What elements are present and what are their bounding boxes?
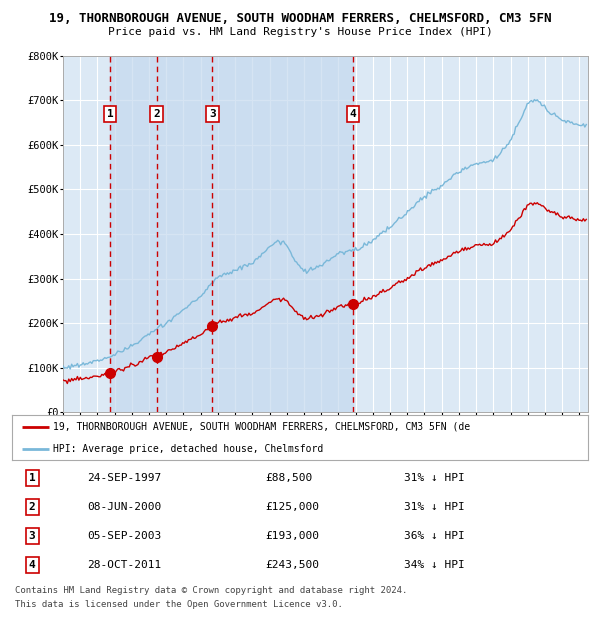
Text: Contains HM Land Registry data © Crown copyright and database right 2024.: Contains HM Land Registry data © Crown c… <box>15 586 407 595</box>
Text: 31% ↓ HPI: 31% ↓ HPI <box>404 502 464 512</box>
Text: 08-JUN-2000: 08-JUN-2000 <box>87 502 161 512</box>
Text: 24-SEP-1997: 24-SEP-1997 <box>87 472 161 483</box>
Text: 19, THORNBOROUGH AVENUE, SOUTH WOODHAM FERRERS, CHELMSFORD, CM3 5FN (de: 19, THORNBOROUGH AVENUE, SOUTH WOODHAM F… <box>53 422 470 432</box>
Text: 2: 2 <box>29 502 35 512</box>
Text: 1: 1 <box>29 472 35 483</box>
Text: 1: 1 <box>107 108 113 119</box>
Bar <box>110 56 353 412</box>
Text: 3: 3 <box>29 531 35 541</box>
Text: 4: 4 <box>29 560 35 570</box>
Text: £243,500: £243,500 <box>265 560 319 570</box>
Text: 4: 4 <box>349 108 356 119</box>
Text: 19, THORNBOROUGH AVENUE, SOUTH WOODHAM FERRERS, CHELMSFORD, CM3 5FN: 19, THORNBOROUGH AVENUE, SOUTH WOODHAM F… <box>49 12 551 25</box>
Text: 36% ↓ HPI: 36% ↓ HPI <box>404 531 464 541</box>
Text: HPI: Average price, detached house, Chelmsford: HPI: Average price, detached house, Chel… <box>53 444 324 454</box>
Text: £88,500: £88,500 <box>265 472 313 483</box>
Text: 05-SEP-2003: 05-SEP-2003 <box>87 531 161 541</box>
Text: 31% ↓ HPI: 31% ↓ HPI <box>404 472 464 483</box>
Text: 34% ↓ HPI: 34% ↓ HPI <box>404 560 464 570</box>
Text: 3: 3 <box>209 108 216 119</box>
Text: 28-OCT-2011: 28-OCT-2011 <box>87 560 161 570</box>
Text: £125,000: £125,000 <box>265 502 319 512</box>
Text: 2: 2 <box>153 108 160 119</box>
Text: £193,000: £193,000 <box>265 531 319 541</box>
Text: This data is licensed under the Open Government Licence v3.0.: This data is licensed under the Open Gov… <box>15 600 343 609</box>
Text: Price paid vs. HM Land Registry's House Price Index (HPI): Price paid vs. HM Land Registry's House … <box>107 27 493 37</box>
